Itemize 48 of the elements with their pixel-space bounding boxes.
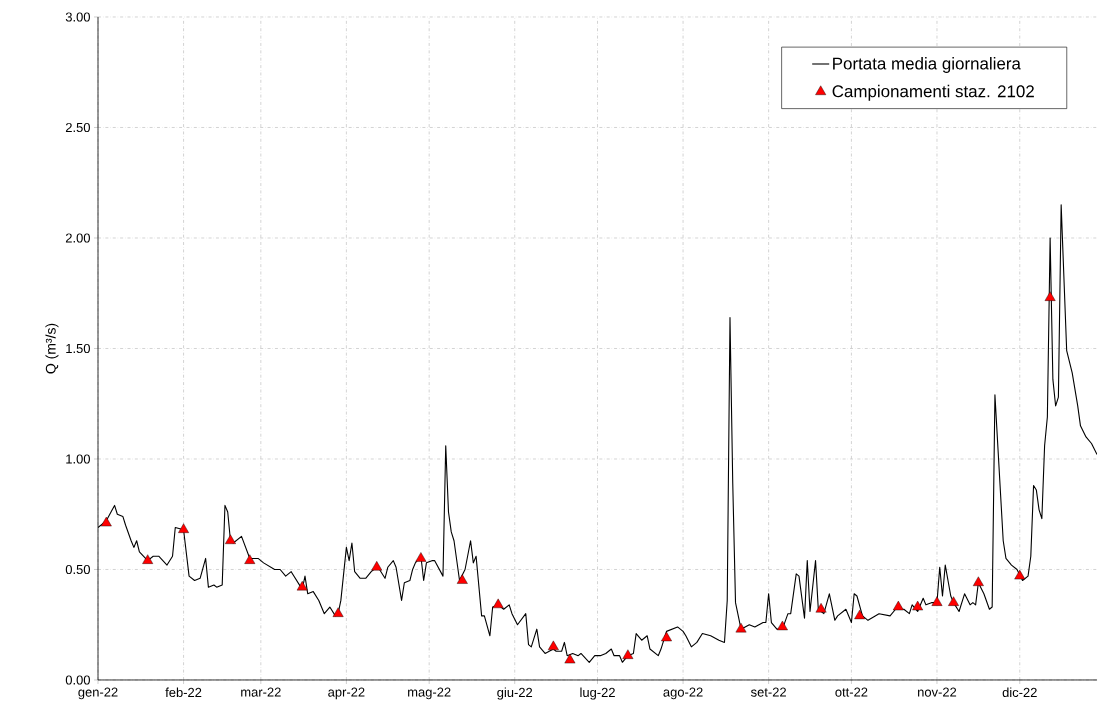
point (1044, 291, 1056, 301)
point (415, 552, 427, 562)
y-tick-label: 2.50 (65, 122, 90, 133)
x-tick-label: giu-22 (497, 687, 533, 700)
point (735, 622, 747, 633)
x-tick-label: mar-22 (241, 687, 281, 697)
y-axis-title: Q (m³/s) (45, 323, 59, 374)
y-tick-label: 1.50 (66, 343, 90, 354)
point (547, 640, 559, 651)
legend-label: Portata media giornaliera (833, 57, 1021, 73)
point (142, 554, 154, 564)
point (564, 653, 576, 664)
x-tick-label: gen-22 (78, 687, 118, 700)
x-tick-label: ago-22 (663, 687, 703, 700)
y-tick-label: 2.00 (65, 233, 90, 243)
x-tick-label: apr-22 (328, 687, 365, 700)
y-tick-label: 3.00 (65, 12, 90, 22)
point (948, 596, 959, 606)
x-tick-label: nov-22 (918, 687, 957, 697)
point (622, 649, 634, 659)
point (456, 574, 468, 584)
point (777, 620, 788, 631)
point (178, 523, 189, 533)
point (100, 516, 112, 527)
x-tick-label: mag-22 (408, 687, 451, 700)
x-tick-label: lug-22 (580, 687, 615, 700)
y-tick-label: 1.00 (66, 454, 90, 464)
y-tick-label: 0.50 (65, 564, 90, 575)
point (244, 554, 256, 564)
x-tick-label: feb-22 (165, 687, 202, 698)
point (492, 598, 504, 609)
point (815, 603, 827, 613)
point (225, 534, 236, 544)
x-tick-label: dic-22 (1002, 687, 1037, 698)
point (854, 609, 866, 620)
point (931, 596, 943, 606)
point (912, 600, 924, 611)
x-tick-label: ott-22 (835, 687, 868, 697)
point (296, 580, 308, 591)
point (972, 576, 984, 586)
point (1014, 569, 1026, 580)
y-tick-label: 0.00 (65, 675, 90, 685)
legend-label: Campionamenti staz. 2102 (832, 84, 1034, 101)
point (892, 600, 904, 611)
x-tick-label: set-22 (750, 687, 786, 697)
point (661, 631, 672, 642)
point (332, 607, 344, 617)
point (371, 561, 383, 571)
